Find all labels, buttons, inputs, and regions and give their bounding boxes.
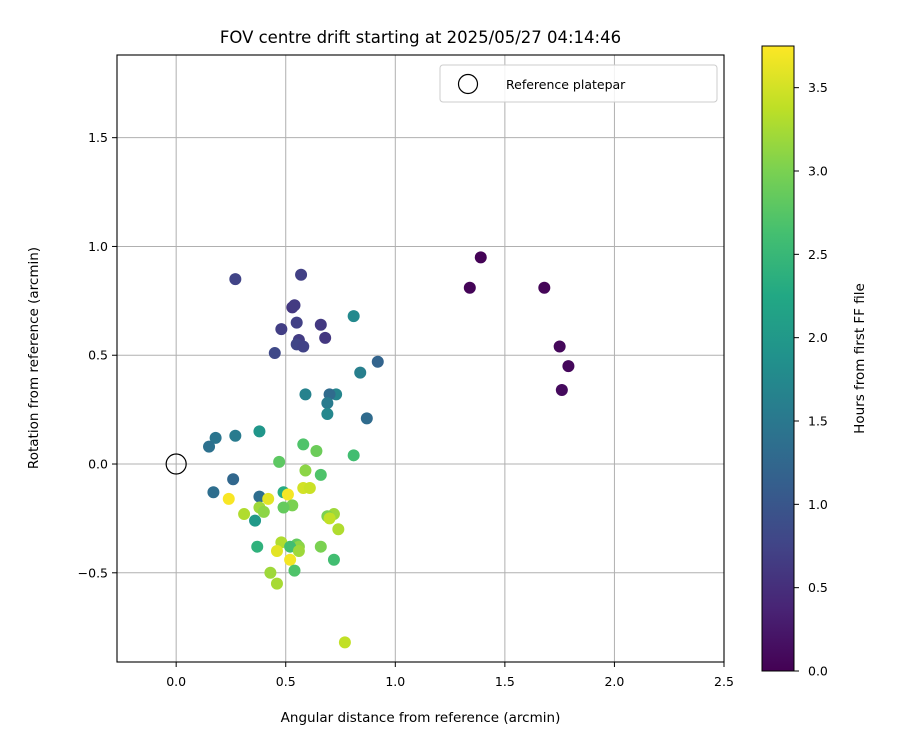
colorbar: 0.0 0.5 1.0 1.5 2.0 2.5 3.0 3.5 Hours from firs… <box>761 45 868 679</box>
data-point <box>262 492 275 505</box>
data-point <box>338 636 351 649</box>
x-tick-label: 1.5 <box>495 674 515 689</box>
legend-reference-marker <box>457 73 479 95</box>
data-point <box>371 355 384 368</box>
y-tick-label: 0.5 <box>88 348 108 363</box>
data-point <box>268 347 281 360</box>
data-point <box>347 449 360 462</box>
colorbar-tick-label: 1.5 <box>808 414 828 429</box>
data-point <box>314 318 327 331</box>
data-point <box>299 388 312 401</box>
data-point <box>229 273 242 286</box>
data-point <box>249 514 262 527</box>
x-tick-label: 0.5 <box>276 674 296 689</box>
data-point <box>270 545 283 558</box>
data-point <box>538 281 551 294</box>
data-point <box>295 268 308 281</box>
x-tick-label: 1.0 <box>385 674 405 689</box>
colorbar-tick-label: 2.0 <box>808 330 828 345</box>
data-point <box>277 501 290 514</box>
y-tick-label: 0.0 <box>88 457 108 472</box>
data-point <box>347 310 360 323</box>
data-point <box>555 384 568 397</box>
colorbar-tick-label: 3.0 <box>808 164 828 179</box>
data-point <box>299 464 312 477</box>
data-point <box>290 316 303 329</box>
data-point <box>281 488 294 501</box>
data-point <box>203 440 216 453</box>
y-tick-label: 1.5 <box>88 130 108 145</box>
data-point <box>321 397 334 410</box>
legend-label-reference-platepar: Reference platepar <box>506 77 626 92</box>
data-point <box>292 545 305 558</box>
data-point <box>222 492 235 505</box>
data-point <box>297 438 310 451</box>
chart-title: FOV centre drift starting at 2025/05/27 … <box>220 28 621 47</box>
colorbar-tick-label: 1.0 <box>808 497 828 512</box>
data-point <box>227 473 240 486</box>
data-point <box>310 444 323 457</box>
colorbar-tick-label: 0.0 <box>808 664 828 679</box>
data-point <box>323 512 336 525</box>
data-point <box>319 331 332 344</box>
data-point <box>354 366 367 379</box>
colorbar-frame <box>761 45 795 672</box>
colorbar-tick-label: 2.5 <box>808 247 828 262</box>
data-point <box>360 412 373 425</box>
data-point <box>238 508 251 521</box>
x-tick-label: 0.0 <box>166 674 186 689</box>
y-tick-label: 1.0 <box>88 239 108 254</box>
data-point <box>474 251 487 264</box>
data-point <box>270 577 283 590</box>
data-point <box>229 429 242 442</box>
y-tick-label: −0.5 <box>78 565 108 580</box>
data-point <box>562 360 575 373</box>
data-point <box>253 425 266 438</box>
reference-marker-layer <box>165 453 187 475</box>
legend-box <box>439 64 718 103</box>
y-axis-ticks: −0.5 0.0 0.5 1.0 1.5 <box>78 130 117 580</box>
y-axis-label: Rotation from reference (arcmin) <box>26 247 42 469</box>
data-point <box>321 407 334 420</box>
plot-frame <box>116 54 725 663</box>
colorbar-label: Hours from first FF file <box>852 283 868 434</box>
colorbar-tick-label: 0.5 <box>808 580 828 595</box>
colorbar-gradient <box>762 46 794 671</box>
data-point <box>275 323 288 336</box>
x-axis-ticks: 0.0 0.5 1.0 1.5 2.0 2.5 <box>166 662 734 689</box>
legend: Reference platepar <box>439 64 718 103</box>
data-point <box>327 553 340 566</box>
data-point <box>297 340 310 353</box>
reference-platepar-marker <box>165 453 187 475</box>
data-point <box>288 564 301 577</box>
data-point <box>314 540 327 553</box>
data-point <box>288 299 301 312</box>
x-axis-label: Angular distance from reference (arcmin) <box>281 710 561 726</box>
data-point <box>251 540 264 553</box>
colorbar-tick-label: 3.5 <box>808 80 828 95</box>
colorbar-ticks: 0.0 0.5 1.0 1.5 2.0 2.5 3.0 3.5 <box>794 80 828 679</box>
x-tick-label: 2.5 <box>714 674 734 689</box>
x-tick-label: 2.0 <box>604 674 624 689</box>
data-point <box>209 431 222 444</box>
data-point <box>314 468 327 481</box>
data-point <box>273 455 286 468</box>
data-point <box>264 566 277 579</box>
data-point <box>284 553 297 566</box>
grid-lines <box>117 55 724 662</box>
data-points <box>203 251 575 649</box>
data-point <box>553 340 566 353</box>
data-point <box>303 481 316 494</box>
data-point <box>207 486 220 499</box>
data-point <box>332 523 345 536</box>
data-point <box>463 281 476 294</box>
data-point <box>257 505 270 518</box>
